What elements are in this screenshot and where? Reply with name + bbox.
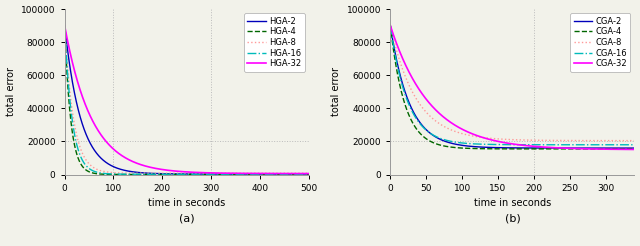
Line: HGA-2: HGA-2: [65, 26, 308, 174]
HGA-32: [179, 170, 187, 173]
HGA-16: [173, 173, 180, 176]
CGA-4: [623, 147, 631, 150]
CGA-16: [630, 143, 638, 146]
HGA-8: [298, 172, 305, 175]
CGA-16: [579, 143, 586, 146]
HGA-8: [298, 172, 305, 175]
CGA-8: [623, 139, 631, 142]
CGA-4: [623, 147, 631, 150]
Line: CGA-4: CGA-4: [390, 26, 634, 149]
X-axis label: time in seconds: time in seconds: [148, 198, 225, 208]
Title: (a): (a): [179, 214, 195, 223]
Title: (b): (b): [504, 214, 520, 223]
Y-axis label: total error: total error: [6, 67, 15, 116]
HGA-4: [298, 173, 305, 176]
Line: HGA-4: HGA-4: [65, 26, 308, 174]
HGA-4: [305, 173, 312, 176]
HGA-4: [173, 173, 180, 176]
CGA-2: [499, 146, 506, 149]
CGA-2: [630, 147, 638, 150]
CGA-16: [505, 143, 513, 146]
HGA-4: [73, 154, 81, 157]
CGA-32: [387, 24, 394, 27]
CGA-2: [387, 24, 394, 27]
HGA-16: [61, 24, 68, 27]
CGA-8: [387, 24, 394, 27]
CGA-4: [505, 147, 513, 150]
CGA-8: [630, 139, 638, 142]
HGA-16: [73, 144, 81, 147]
CGA-2: [623, 147, 631, 150]
CGA-4: [630, 147, 638, 150]
CGA-4: [579, 147, 586, 150]
CGA-8: [499, 138, 506, 141]
CGA-8: [623, 139, 631, 142]
CGA-8: [579, 139, 586, 142]
HGA-2: [253, 173, 260, 176]
CGA-4: [499, 147, 506, 150]
HGA-8: [173, 172, 180, 175]
CGA-32: [505, 142, 513, 145]
HGA-16: [179, 173, 187, 176]
HGA-8: [179, 172, 187, 175]
HGA-32: [61, 24, 68, 27]
Line: HGA-8: HGA-8: [65, 26, 308, 173]
HGA-32: [73, 79, 81, 82]
HGA-32: [173, 170, 180, 173]
HGA-16: [253, 173, 260, 176]
X-axis label: time in seconds: time in seconds: [474, 198, 551, 208]
CGA-4: [387, 24, 394, 27]
CGA-32: [623, 148, 631, 151]
HGA-2: [173, 172, 180, 175]
HGA-32: [298, 172, 305, 175]
CGA-32: [579, 147, 586, 150]
CGA-2: [579, 147, 586, 150]
Line: HGA-16: HGA-16: [65, 26, 308, 174]
CGA-16: [387, 24, 394, 27]
CGA-8: [399, 68, 406, 71]
HGA-32: [253, 172, 260, 175]
CGA-2: [623, 147, 631, 150]
Line: CGA-2: CGA-2: [390, 26, 634, 148]
CGA-32: [630, 148, 638, 151]
HGA-8: [73, 136, 81, 138]
HGA-2: [298, 173, 305, 176]
CGA-32: [499, 141, 506, 144]
HGA-4: [298, 173, 305, 176]
Y-axis label: total error: total error: [332, 67, 341, 116]
Legend: CGA-2, CGA-4, CGA-8, CGA-16, CGA-32: CGA-2, CGA-4, CGA-8, CGA-16, CGA-32: [570, 13, 630, 72]
CGA-8: [505, 138, 513, 141]
HGA-8: [253, 172, 260, 175]
HGA-4: [253, 173, 260, 176]
CGA-16: [499, 143, 506, 146]
CGA-32: [399, 57, 406, 60]
HGA-16: [298, 173, 305, 176]
Line: CGA-16: CGA-16: [390, 26, 634, 145]
HGA-2: [61, 24, 68, 27]
Line: CGA-8: CGA-8: [390, 26, 634, 141]
HGA-4: [61, 24, 68, 27]
Line: HGA-32: HGA-32: [65, 26, 308, 173]
CGA-16: [623, 143, 631, 146]
HGA-2: [305, 173, 312, 176]
HGA-4: [179, 173, 187, 176]
CGA-2: [505, 146, 513, 149]
CGA-2: [399, 83, 406, 86]
HGA-2: [298, 173, 305, 176]
HGA-16: [305, 173, 312, 176]
HGA-32: [298, 172, 305, 175]
HGA-32: [305, 172, 312, 175]
HGA-2: [73, 104, 81, 107]
HGA-2: [179, 172, 187, 175]
CGA-32: [623, 148, 631, 151]
CGA-16: [399, 86, 406, 89]
Legend: HGA-2, HGA-4, HGA-8, HGA-16, HGA-32: HGA-2, HGA-4, HGA-8, HGA-16, HGA-32: [244, 13, 305, 72]
HGA-16: [298, 173, 305, 176]
HGA-8: [61, 24, 68, 27]
CGA-16: [623, 143, 631, 146]
CGA-4: [399, 96, 406, 99]
HGA-8: [305, 172, 312, 175]
Line: CGA-32: CGA-32: [390, 26, 634, 150]
